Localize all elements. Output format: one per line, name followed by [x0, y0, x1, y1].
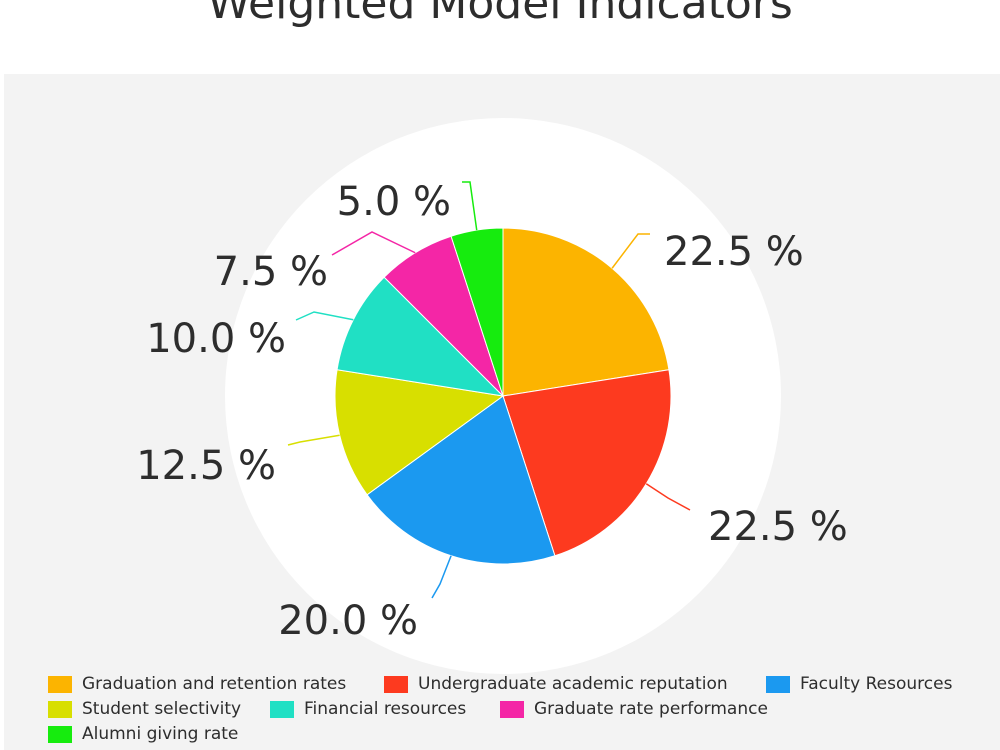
- legend-label: Undergraduate academic reputation: [418, 674, 728, 694]
- legend-item-7: Alumni giving rate: [48, 724, 238, 746]
- chart-title: Weighted Model Indicators: [207, 0, 793, 29]
- slice-value-label-7: 5.0 %: [337, 179, 451, 225]
- legend-item-3: Faculty Resources: [766, 674, 952, 696]
- legend-swatch: [270, 700, 294, 718]
- legend-label: Alumni giving rate: [82, 724, 239, 744]
- legend-item-1: Graduation and retention rates: [48, 674, 346, 696]
- legend-swatch: [766, 675, 790, 693]
- slice-value-label-3: 20.0 %: [278, 598, 418, 644]
- pie-slice-7: [450, 227, 504, 397]
- pie-slice-2: [502, 369, 672, 557]
- legend-label: Student selectivity: [82, 699, 242, 719]
- legend-item-6: Graduate rate performance: [500, 699, 768, 721]
- legend-swatch: [384, 675, 408, 693]
- legend-swatch: [48, 725, 72, 743]
- slice-value-label-2: 22.5 %: [708, 504, 848, 550]
- slice-value-label-4: 12.5 %: [136, 443, 276, 489]
- legend-swatch: [48, 700, 72, 718]
- slice-value-label-5: 10.0 %: [146, 316, 286, 362]
- chart-legend: Graduation and retention rates Undergradu…: [48, 674, 998, 750]
- leader-line-2: [645, 483, 691, 511]
- legend-label: Graduation and retention rates: [82, 674, 347, 694]
- legend-item-4: Student selectivity: [48, 699, 241, 721]
- pie-slice-4: [334, 369, 505, 496]
- slice-value-label-1: 22.5 %: [664, 229, 804, 275]
- legend-item-2: Undergraduate academic reputation: [384, 674, 728, 696]
- pie-slice-3: [366, 395, 556, 565]
- leader-line-3: [431, 555, 452, 599]
- leader-line-5: [295, 311, 354, 321]
- leader-line-1: [611, 233, 650, 269]
- leader-line-7: [462, 181, 478, 231]
- legend-swatch: [48, 675, 72, 693]
- legend-label: Faculty Resources: [800, 674, 953, 694]
- legend-label: Financial resources: [304, 699, 467, 719]
- legend-swatch: [500, 700, 524, 718]
- slice-value-label-6: 7.5 %: [214, 249, 328, 295]
- legend-label: Graduate rate performance: [534, 699, 768, 719]
- legend-item-5: Financial resources: [270, 699, 466, 721]
- leader-line-4: [287, 434, 340, 446]
- leader-line-6: [331, 231, 416, 256]
